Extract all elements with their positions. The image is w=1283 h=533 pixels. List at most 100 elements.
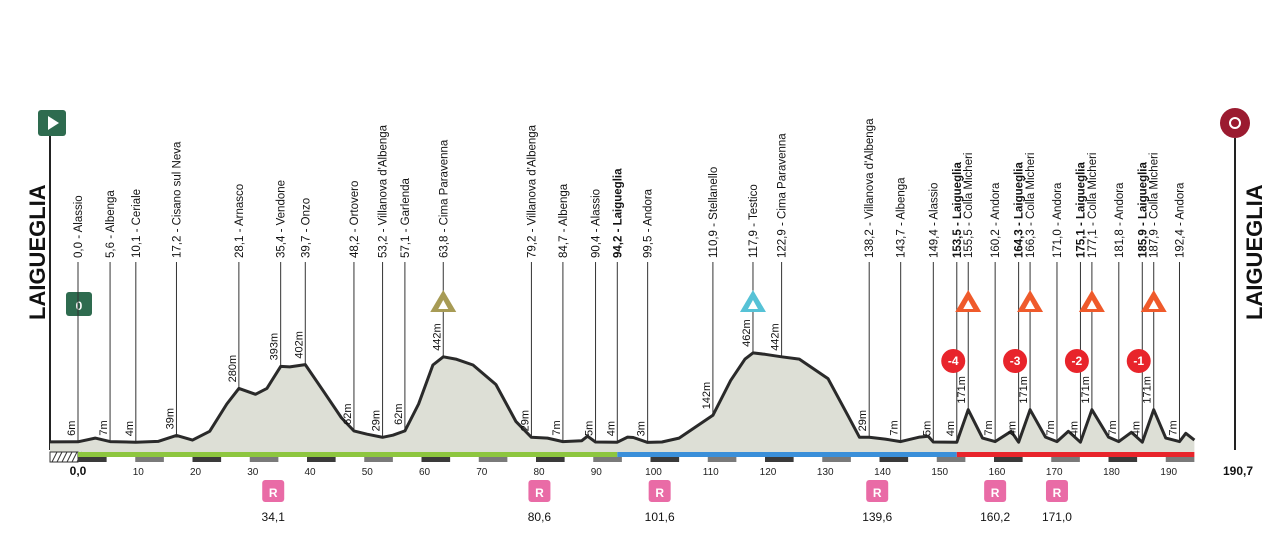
- waypoint-label: 181,8 - Andora: [1114, 182, 1126, 258]
- km-scale-block: [936, 457, 966, 462]
- waypoint-sep: -: [1174, 220, 1186, 230]
- play-triangle: [48, 116, 59, 130]
- waypoint-label: 117,9 - Testico: [748, 184, 760, 258]
- elevation-label: 4m: [124, 421, 136, 436]
- waypoint-name: Alassio: [928, 183, 940, 220]
- elevation-label: 6m: [66, 421, 78, 436]
- waypoint-name: Andora: [643, 188, 655, 226]
- km-scale-block: [1051, 457, 1080, 462]
- waypoint-name: Andora: [1174, 182, 1186, 220]
- waypoint-name: Colla Micheri: [1087, 153, 1099, 219]
- waypoint-label: 160,2 - Andora: [990, 182, 1002, 258]
- x-tick-label: 20: [190, 467, 202, 478]
- feed-zone-letter: R: [873, 486, 882, 500]
- waypoint-km: 57,1: [400, 236, 412, 258]
- waypoint-name: Alassio: [73, 195, 85, 232]
- waypoint-name: Villanova d'Albenga: [864, 118, 876, 219]
- waypoint-label: 94,2 - Laigueglia: [612, 168, 624, 258]
- waypoint-sep: -: [73, 232, 85, 242]
- km-scale-block: [135, 457, 164, 462]
- x-tick-label: 70: [476, 467, 488, 478]
- feed-zone-icon: [1045, 480, 1068, 502]
- x-tick-label: 130: [817, 467, 834, 478]
- elevation-label: 5m: [584, 421, 596, 436]
- axis-hatch: [51, 451, 58, 463]
- feed-zone-km: 171,0: [1042, 510, 1072, 524]
- waypoint-km: 10,1: [131, 236, 143, 258]
- feed-zone-km: 160,2: [980, 510, 1010, 524]
- waypoint-km: 48,2: [349, 236, 361, 258]
- x-tick-label: 40: [304, 467, 316, 478]
- km-scale-block: [364, 457, 393, 462]
- elevation-label: 7m: [1167, 420, 1179, 435]
- feed-zone-icon: [984, 480, 1007, 502]
- elevation-label: 442m: [770, 323, 782, 351]
- countdown-circle-icon: [1126, 349, 1151, 373]
- elevation-label: 280m: [227, 355, 239, 383]
- feed-zone-km: 101,6: [645, 510, 675, 524]
- waypoint-name: Laigueglia: [1075, 162, 1087, 219]
- waypoint-sep: -: [896, 220, 908, 230]
- elevation-label: 29m: [519, 410, 531, 431]
- waypoint-name: Vendone: [276, 180, 288, 225]
- feed-zone-icon: [262, 480, 285, 502]
- waypoint-km: 79,2: [526, 236, 538, 258]
- x-tick-label: 140: [874, 467, 891, 478]
- elevation-label: 4m: [945, 421, 957, 436]
- waypoint-km: 138,2: [864, 229, 876, 258]
- waypoint-name: Cima Paravenna: [777, 133, 789, 219]
- waypoint-name: Onzo: [300, 198, 312, 226]
- waypoint-sep: -: [131, 225, 143, 235]
- elevation-label: 39m: [164, 408, 176, 429]
- elevation-label: 7m: [889, 420, 901, 435]
- waypoint-km: 63,8: [438, 236, 450, 258]
- waypoint-label: 110,9 - Stellanello: [708, 167, 720, 258]
- feed-zone-icon: [528, 480, 551, 502]
- km-scale-block: [536, 457, 565, 462]
- waypoint-label: 149,4 - Alassio: [928, 183, 940, 258]
- waypoint-label: 79,2 - Villanova d'Albenga: [526, 124, 538, 258]
- waypoint-km: 94,2: [612, 236, 624, 258]
- km-scale-block: [765, 457, 794, 462]
- waypoint-km: 17,2: [171, 236, 183, 258]
- waypoint-km: 192,4: [1174, 229, 1186, 258]
- axis-hatch: [61, 451, 68, 463]
- waypoint-name: Laigueglia: [952, 162, 964, 219]
- elevation-label: 4m: [1068, 421, 1080, 436]
- waypoint-name: Albenga: [105, 190, 117, 233]
- waypoint-label: 166,3 - Colla Micheri: [1025, 153, 1037, 258]
- x-end-label: 190,7: [1223, 464, 1253, 478]
- waypoint-sep: -: [438, 225, 450, 235]
- elevation-label: 171m: [1142, 376, 1154, 404]
- waypoint-sep: -: [952, 219, 964, 229]
- x-tick-label: 90: [591, 467, 603, 478]
- waypoint-label: 48,2 - Ortovero: [349, 181, 361, 258]
- axis-hatch: [71, 451, 78, 463]
- elevation-label: 3m: [636, 421, 648, 436]
- waypoint-sep: -: [777, 219, 789, 229]
- waypoint-name: Andora: [990, 182, 1002, 220]
- elevation-label: 4m: [1130, 421, 1142, 436]
- waypoint-name: Cima Paravenna: [438, 139, 450, 225]
- countdown-label: -1: [1133, 354, 1144, 368]
- countdown-label: -3: [1010, 354, 1021, 368]
- route-segment-bar: [956, 452, 1195, 457]
- waypoint-km: 187,9: [1149, 229, 1161, 258]
- waypoint-label: 122,9 - Cima Paravenna: [777, 133, 789, 258]
- mountain-triangle-inner: [747, 300, 758, 309]
- waypoint-sep: -: [1025, 219, 1037, 229]
- waypoint-name: Garlenda: [400, 177, 412, 225]
- waypoint-sep: -: [1075, 219, 1087, 229]
- waypoint-name: Alassio: [591, 189, 603, 226]
- waypoint-label: 175,1 - Laigueglia: [1075, 162, 1087, 258]
- waypoint-name: Laigueglia: [1014, 162, 1026, 219]
- waypoint-sep: -: [526, 225, 538, 235]
- waypoint-name: Albenga: [558, 183, 570, 226]
- waypoint-km: 177,1: [1087, 229, 1099, 258]
- waypoint-label: 153,5 - Laigueglia: [952, 162, 964, 258]
- waypoint-sep: -: [612, 225, 624, 235]
- waypoint-km: 39,7: [300, 236, 312, 258]
- waypoint-label: 138,2 - Villanova d'Albenga: [864, 118, 876, 258]
- feed-zone-letter: R: [655, 486, 664, 500]
- feed-zone-km: 80,6: [528, 510, 552, 524]
